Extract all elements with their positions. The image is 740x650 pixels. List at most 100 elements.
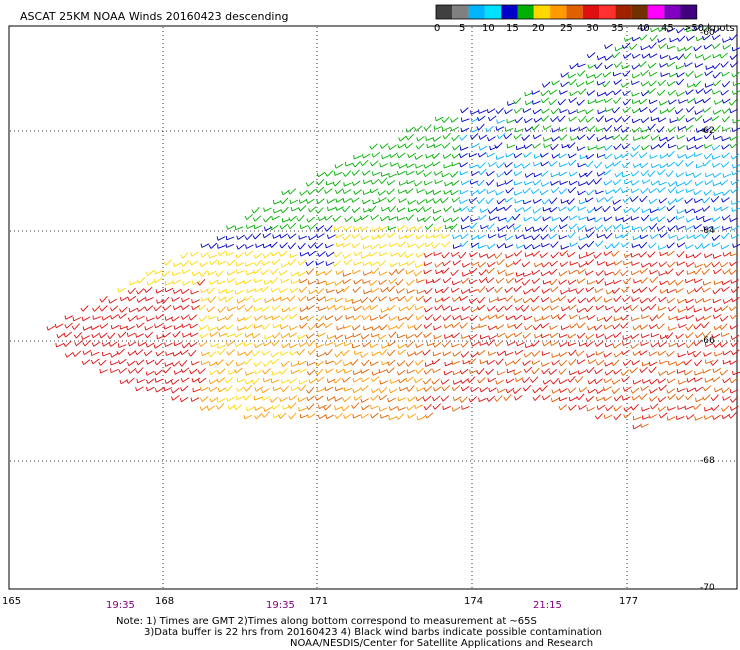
wind-barb	[560, 81, 569, 88]
wind-barb	[720, 206, 729, 212]
wind-barb	[575, 287, 585, 295]
wind-barb	[647, 123, 656, 131]
wind-barb	[352, 414, 361, 419]
wind-barb	[164, 281, 174, 286]
wind-barb	[623, 406, 633, 412]
wind-barb	[261, 396, 271, 401]
wind-barb	[316, 296, 326, 302]
wind-barb	[640, 385, 649, 391]
wind-barb	[371, 227, 380, 232]
wind-barb	[719, 341, 729, 348]
legend-swatch	[631, 5, 648, 19]
wind-barb	[612, 269, 621, 276]
wind-barb	[729, 61, 739, 68]
wind-barb	[531, 269, 541, 275]
wind-barb	[630, 216, 640, 221]
wind-barb	[218, 288, 227, 294]
pass-time-label: 21:15	[533, 600, 562, 611]
wind-barb	[596, 92, 606, 97]
wind-barb	[406, 385, 415, 392]
wind-barb	[641, 361, 651, 367]
wind-barb	[675, 215, 685, 221]
wind-barb	[335, 368, 345, 374]
wind-barb	[703, 306, 713, 312]
wind-barb	[731, 170, 740, 176]
wind-barb	[298, 341, 308, 348]
wind-barb	[514, 394, 523, 401]
wind-barb	[485, 277, 495, 284]
wind-barb	[477, 377, 486, 384]
wind-barb	[712, 43, 721, 49]
wind-barb	[558, 341, 568, 348]
wind-barb	[487, 261, 496, 268]
wind-barb	[180, 314, 190, 320]
wind-barb	[315, 260, 325, 266]
wind-barb	[514, 349, 524, 355]
wind-barb	[317, 250, 326, 257]
wind-barb	[541, 288, 551, 294]
wind-barb	[459, 295, 468, 301]
wind-barb	[315, 225, 325, 231]
wind-barb	[398, 164, 407, 169]
wind-barb	[225, 235, 235, 241]
wind-barb	[701, 34, 711, 41]
wind-barb	[620, 314, 630, 321]
wind-barb	[505, 387, 515, 394]
wind-barb	[361, 314, 371, 321]
wind-barb	[730, 335, 740, 340]
wind-barb	[118, 358, 127, 365]
wind-barb	[254, 278, 263, 284]
wind-barb	[479, 387, 489, 393]
wind-barb	[685, 393, 694, 401]
wind-barb	[494, 252, 503, 259]
wind-barb	[109, 305, 119, 312]
map-title: ASCAT 25KM NOAA Winds 20160423 descendin…	[20, 10, 288, 23]
wind-barb	[479, 208, 489, 213]
wind-barb	[532, 387, 541, 394]
wind-barb	[595, 388, 605, 394]
wind-barb	[405, 313, 414, 321]
wind-barb	[405, 126, 415, 133]
wind-barb	[415, 143, 425, 150]
wind-barb	[494, 340, 503, 347]
wind-barb	[631, 316, 640, 322]
wind-barb	[360, 235, 370, 241]
wind-barb	[585, 160, 594, 168]
wind-barb	[153, 305, 162, 312]
wind-barb	[657, 406, 667, 412]
wind-barb	[200, 288, 210, 293]
wind-barb	[297, 397, 307, 403]
wind-barb	[649, 270, 658, 275]
wind-barb	[550, 180, 559, 186]
wind-barb	[677, 299, 686, 304]
wind-barb	[693, 189, 702, 196]
wind-barb	[515, 234, 524, 239]
wind-barb	[226, 278, 236, 284]
wind-barb	[200, 243, 210, 248]
wind-barb	[405, 341, 414, 348]
wind-barb	[631, 80, 640, 86]
wind-barb	[181, 297, 190, 303]
wind-barb	[253, 224, 263, 230]
wind-barb	[712, 79, 722, 87]
wind-barb	[505, 187, 514, 194]
wind-barb	[423, 261, 433, 267]
wind-barb	[270, 352, 280, 358]
wind-barb	[712, 254, 722, 259]
wind-barb	[181, 269, 191, 274]
wind-barb	[594, 161, 603, 169]
wind-barb	[686, 377, 696, 383]
wind-barb	[460, 225, 470, 230]
wind-barb	[649, 216, 659, 222]
wind-barb	[541, 315, 551, 321]
wind-barb	[381, 154, 390, 160]
wind-barb	[467, 376, 476, 383]
wind-barb	[639, 393, 648, 400]
wind-barb	[451, 152, 461, 159]
wind-barb	[324, 341, 334, 347]
wind-barb	[630, 270, 640, 276]
wind-barb	[534, 262, 543, 268]
wind-barb	[477, 234, 486, 240]
wind-barb	[694, 386, 704, 392]
wind-barb	[578, 115, 587, 123]
